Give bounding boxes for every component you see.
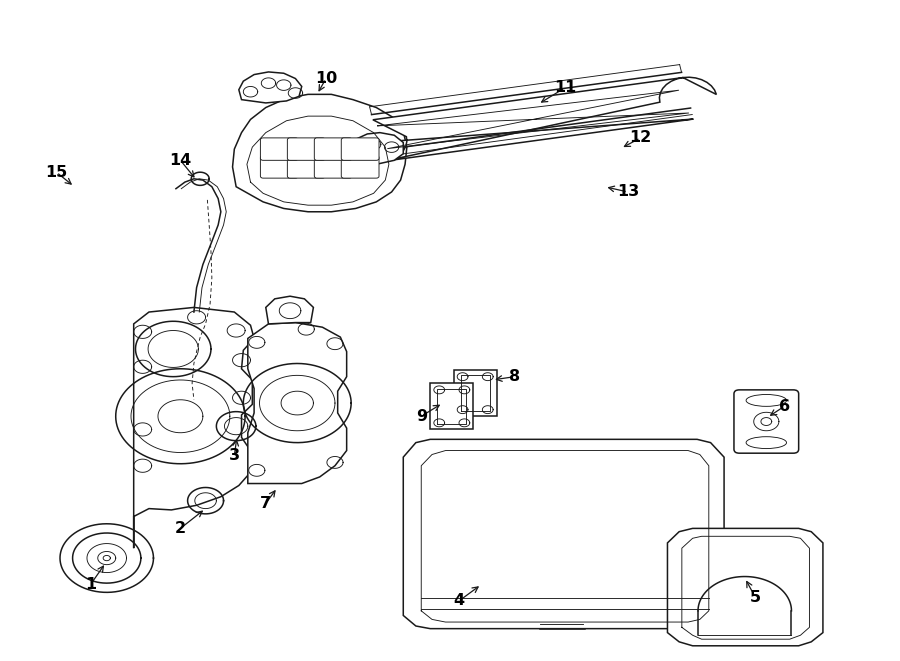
Text: 9: 9 — [416, 408, 427, 424]
Polygon shape — [454, 370, 497, 416]
Polygon shape — [232, 95, 407, 212]
FancyBboxPatch shape — [341, 156, 379, 178]
Text: 1: 1 — [85, 577, 96, 592]
Text: 13: 13 — [616, 184, 639, 200]
Polygon shape — [346, 133, 403, 165]
Polygon shape — [266, 296, 313, 324]
FancyBboxPatch shape — [287, 156, 325, 178]
Text: 2: 2 — [175, 521, 186, 536]
Polygon shape — [403, 440, 724, 629]
Text: 12: 12 — [629, 130, 652, 145]
Polygon shape — [238, 72, 302, 103]
Polygon shape — [350, 77, 716, 162]
FancyBboxPatch shape — [314, 138, 352, 161]
Text: 14: 14 — [169, 153, 192, 168]
Text: 8: 8 — [509, 369, 520, 384]
Polygon shape — [668, 528, 823, 646]
Text: 11: 11 — [554, 80, 576, 95]
FancyBboxPatch shape — [314, 156, 352, 178]
Text: 5: 5 — [750, 590, 761, 605]
Polygon shape — [248, 323, 346, 484]
Polygon shape — [430, 383, 473, 430]
Text: 7: 7 — [260, 496, 271, 511]
FancyBboxPatch shape — [260, 156, 298, 178]
Polygon shape — [134, 307, 254, 548]
FancyBboxPatch shape — [287, 138, 325, 161]
FancyBboxPatch shape — [734, 390, 798, 453]
Text: 15: 15 — [45, 165, 68, 180]
Ellipse shape — [746, 437, 787, 449]
FancyBboxPatch shape — [260, 138, 298, 161]
Text: 3: 3 — [229, 448, 240, 463]
Text: 10: 10 — [315, 71, 338, 86]
Ellipse shape — [746, 395, 787, 407]
Text: 4: 4 — [454, 594, 464, 608]
Text: 6: 6 — [778, 399, 790, 414]
FancyBboxPatch shape — [341, 138, 379, 161]
